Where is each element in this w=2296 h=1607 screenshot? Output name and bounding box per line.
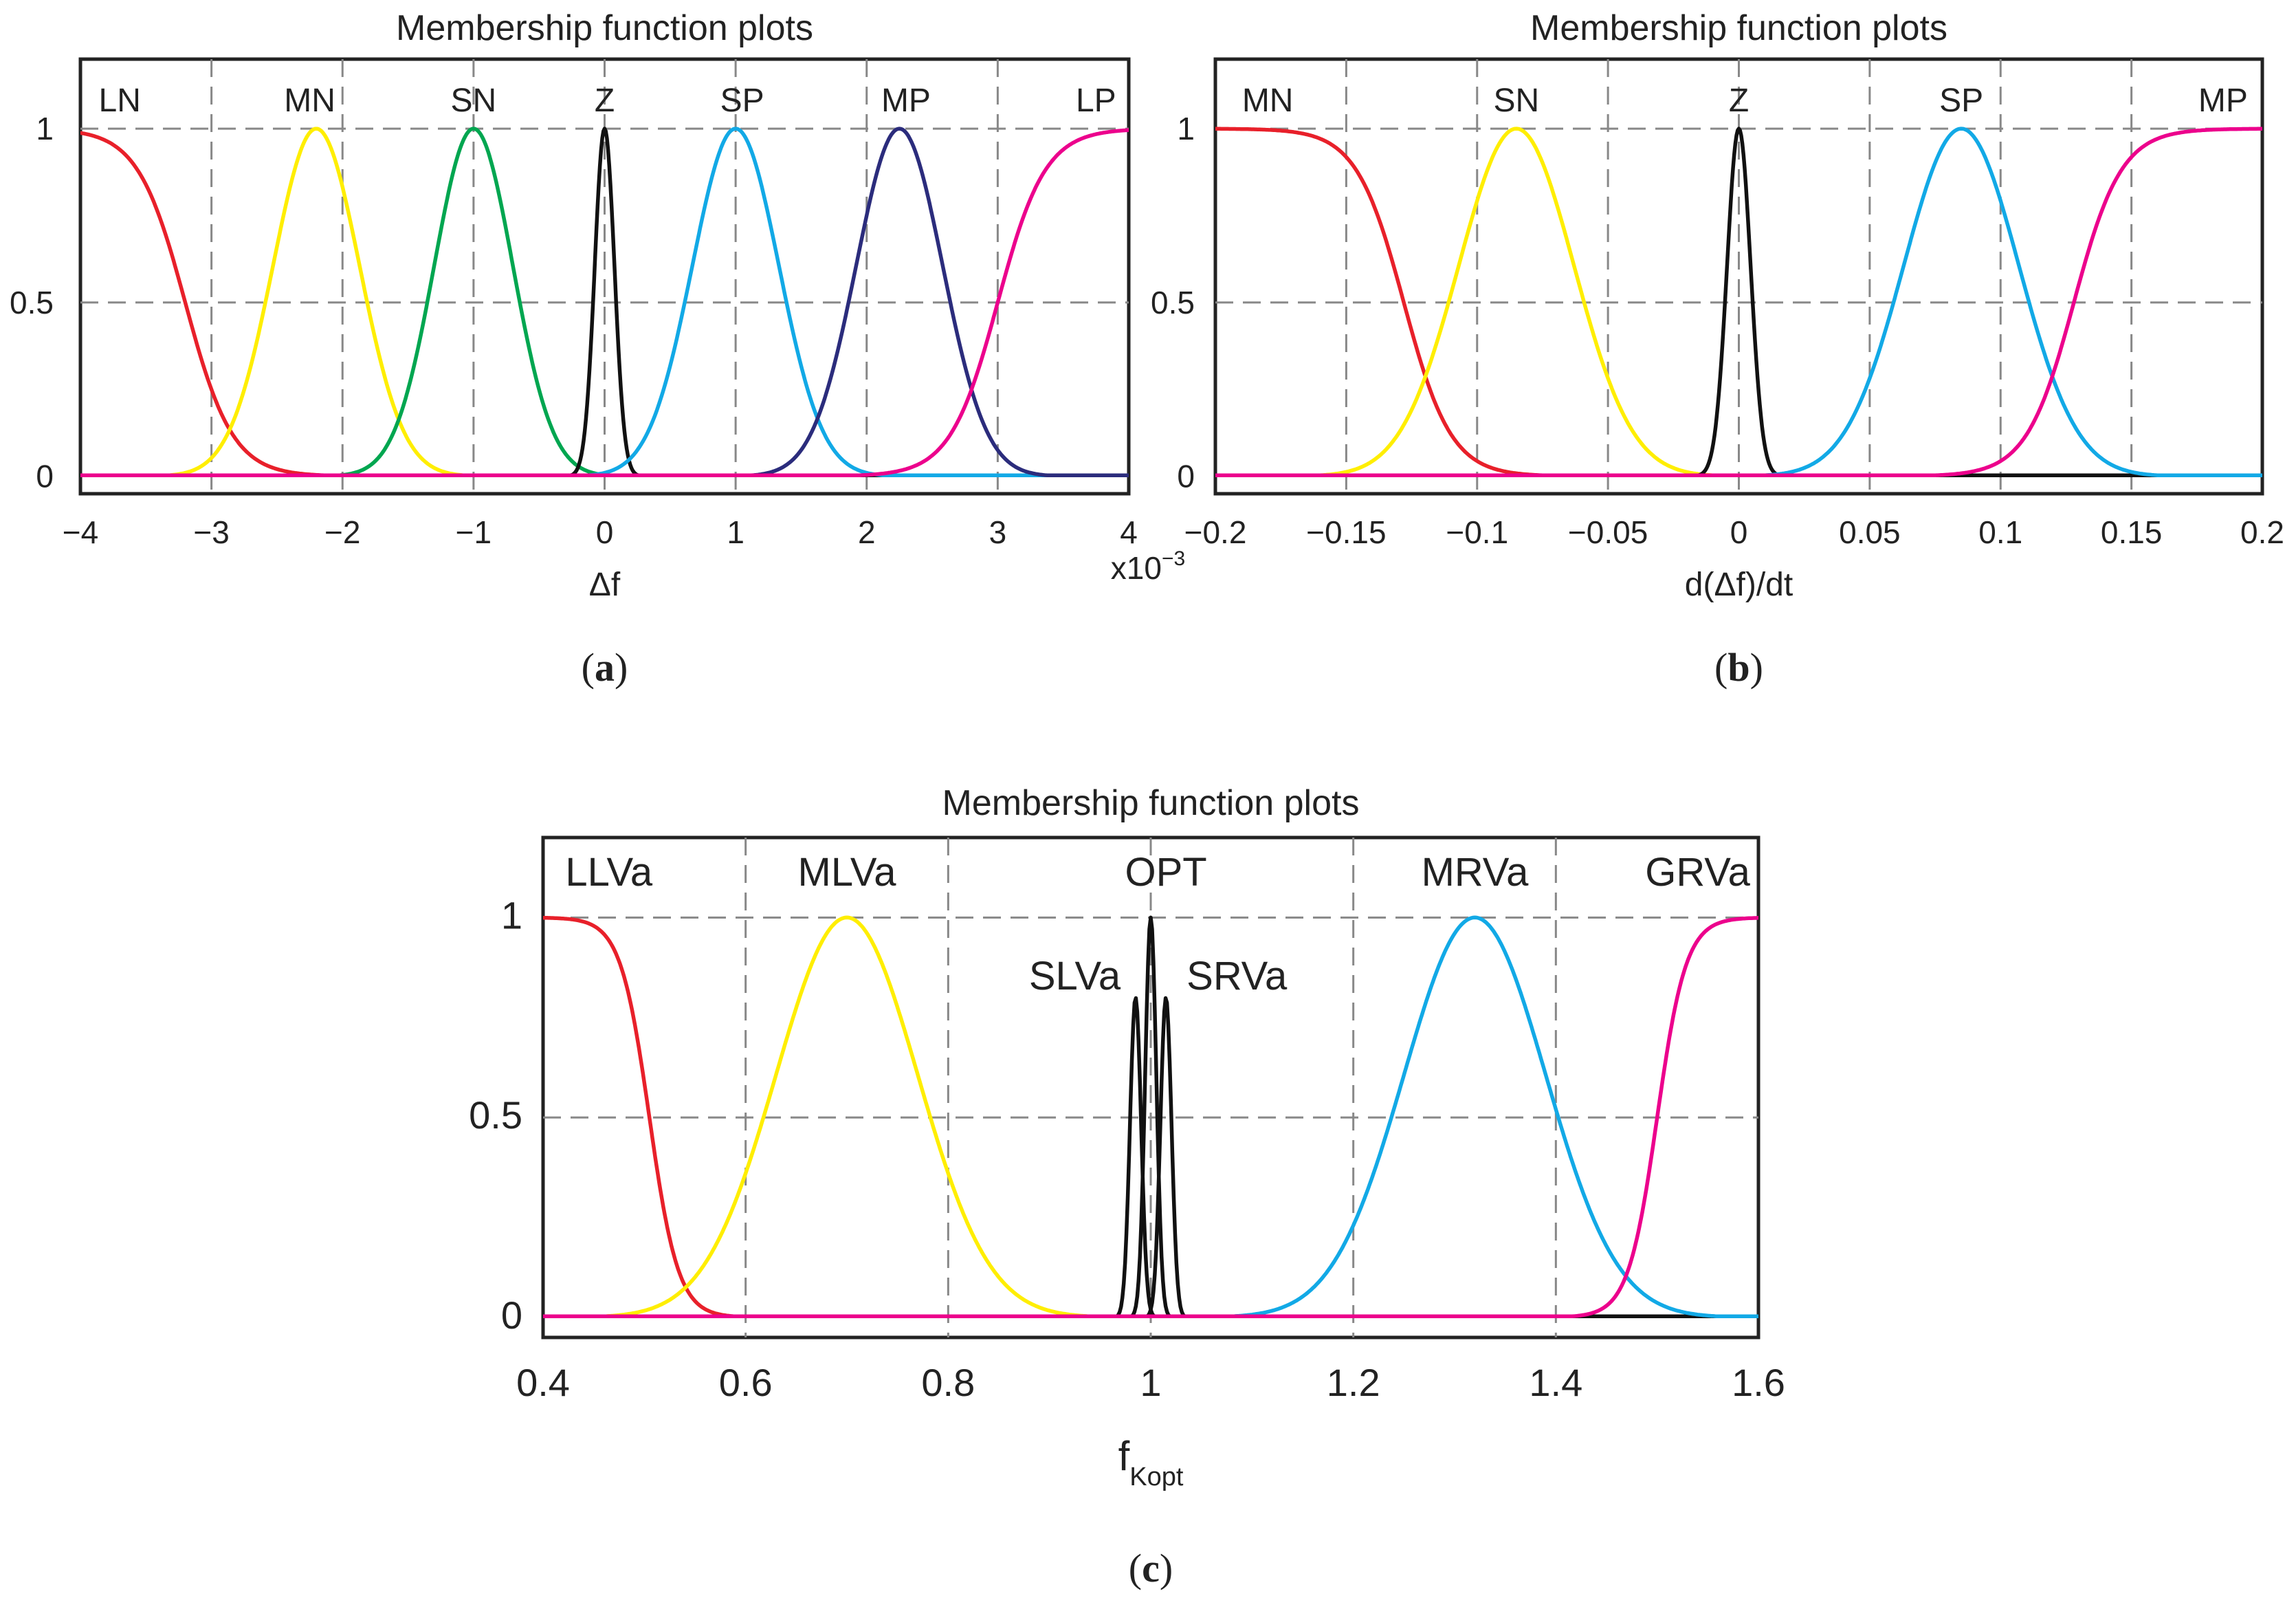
mf-label-a-mn: MN xyxy=(284,83,335,119)
y-tick-label-b-0: 0 xyxy=(1177,459,1195,494)
mf-label-c-grva: GRVa xyxy=(1645,850,1750,895)
y-tick-label-b-2: 1 xyxy=(1177,111,1195,146)
x-tick-label-a-0: −4 xyxy=(63,514,98,550)
x-tick-label-a-5: 1 xyxy=(727,514,744,550)
x-axis-label-sub-c: Kopt xyxy=(1129,1463,1184,1491)
x-tick-label-a-2: −2 xyxy=(324,514,360,550)
mf-label-b-z: Z xyxy=(1729,83,1749,119)
x-tick-label-b-6: 0.1 xyxy=(1978,514,2022,550)
mf-label-b-sp: SP xyxy=(1939,83,1983,119)
mf-label-b-mn: MN xyxy=(1242,83,1294,119)
y-tick-label-a-0: 0 xyxy=(36,459,54,494)
x-tick-label-b-3: −0.05 xyxy=(1568,514,1648,550)
x-tick-label-b-4: 0 xyxy=(1730,514,1748,550)
x-tick-label-a-4: 0 xyxy=(596,514,614,550)
x-multiplier-a: x10−3 xyxy=(1111,547,1185,586)
series-group-a xyxy=(80,127,1129,477)
y-tick-label-a-2: 1 xyxy=(36,111,54,146)
mf-label-b-sn: SN xyxy=(1494,83,1540,119)
series-group-b xyxy=(1215,127,2262,477)
y-tick-label-c-1: 0.5 xyxy=(469,1093,522,1137)
mf-label-c-opt: OPT xyxy=(1125,850,1206,895)
series-b-mp xyxy=(1215,127,2262,477)
x-tick-label-a-3: −1 xyxy=(456,514,492,550)
x-tick-label-c-0: 0.4 xyxy=(516,1361,570,1404)
y-tick-label-a-1: 0.5 xyxy=(10,285,54,320)
x-tick-label-b-0: −0.2 xyxy=(1184,514,1247,550)
mf-label-a-z: Z xyxy=(595,83,615,119)
x-tick-label-b-8: 0.2 xyxy=(2240,514,2284,550)
x-multiplier-exp-a: −3 xyxy=(1162,547,1185,570)
mf-label-b-mp: MP xyxy=(2198,83,2248,119)
series-a-lp xyxy=(80,128,1129,477)
x-tick-label-b-5: 0.05 xyxy=(1839,514,1901,550)
series-group-c xyxy=(543,915,1758,1318)
panel-caption-b: (b) xyxy=(1714,645,1763,690)
panel-caption-a: (a) xyxy=(582,645,628,690)
mf-label-c-llva: LLVa xyxy=(565,850,653,895)
x-tick-label-b-1: −0.15 xyxy=(1306,514,1386,550)
x-tick-label-c-2: 0.8 xyxy=(921,1361,975,1404)
mf-label-c-srva: SRVa xyxy=(1186,954,1288,998)
mf-label-c-mrva: MRVa xyxy=(1422,850,1530,895)
mf-label-c-slva: SLVa xyxy=(1029,954,1121,998)
mf-label-a-sn: SN xyxy=(451,83,497,119)
x-tick-label-a-8: 4 xyxy=(1120,514,1138,550)
y-tick-label-c-2: 1 xyxy=(501,893,522,937)
x-tick-label-c-1: 0.6 xyxy=(719,1361,773,1404)
panel-caption-c: (c) xyxy=(1129,1546,1173,1590)
x-tick-label-c-4: 1.2 xyxy=(1327,1361,1380,1404)
x-tick-label-b-7: 0.15 xyxy=(2101,514,2163,550)
mf-label-a-mp: MP xyxy=(881,83,931,119)
x-tick-label-c-5: 1.4 xyxy=(1529,1361,1582,1404)
x-axis-label-c: fKopt xyxy=(1118,1433,1184,1491)
x-tick-label-c-3: 1 xyxy=(1140,1361,1161,1404)
chart-panel-c: Membership function plots LLVa MLVa OPT SLVa… xyxy=(469,783,1785,1590)
x-tick-label-c-6: 1.6 xyxy=(1732,1361,1785,1404)
x-tick-label-a-7: 3 xyxy=(989,514,1007,550)
mf-label-c-mlva: MLVa xyxy=(798,850,897,895)
x-tick-label-a-1: −3 xyxy=(193,514,229,550)
mf-label-a-lp: LP xyxy=(1076,83,1116,119)
x-tick-label-a-6: 2 xyxy=(858,514,876,550)
chart-panel-b: Membership function plots MN SN Z SP MP −0.2 −0… xyxy=(1151,8,2284,690)
x-axis-label-a: Δf xyxy=(589,567,621,603)
series-c-grva xyxy=(543,916,1758,1318)
mf-label-a-sp: SP xyxy=(720,83,764,119)
y-tick-label-b-1: 0.5 xyxy=(1151,285,1195,320)
chart-title-a: Membership function plots xyxy=(396,8,813,48)
chart-panel-a: Membership function plots LN MN SN Z SP MP LP −4… xyxy=(10,8,1185,690)
y-tick-label-c-0: 0 xyxy=(501,1293,522,1337)
x-axis-label-b: d(Δf)/dt xyxy=(1685,567,1793,603)
chart-title-c: Membership function plots xyxy=(942,783,1360,823)
x-tick-label-b-2: −0.1 xyxy=(1446,514,1508,550)
chart-title-b: Membership function plots xyxy=(1530,8,1947,48)
mf-label-a-ln: LN xyxy=(99,83,141,119)
